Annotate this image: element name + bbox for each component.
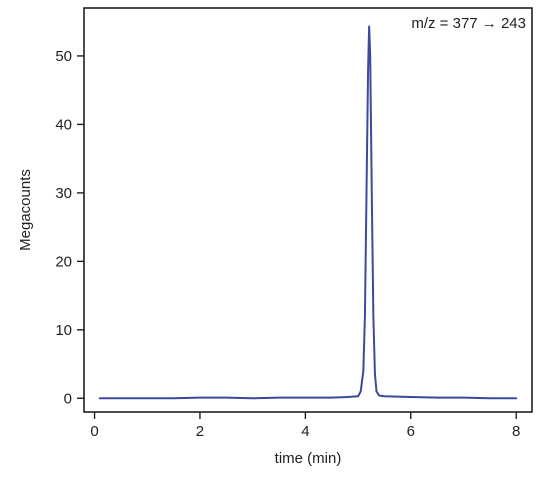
x-axis-title: time (min) (275, 450, 342, 467)
plot-frame (84, 8, 532, 412)
y-axis-title: Megacounts (17, 169, 34, 251)
y-tick-label: 30 (55, 185, 72, 202)
y-tick-label: 50 (55, 48, 72, 65)
x-tick-label: 4 (301, 423, 309, 440)
axes (84, 8, 532, 412)
y-tick-label: 40 (55, 116, 72, 133)
x-tick-label: 2 (196, 423, 204, 440)
x-tick-label: 8 (512, 423, 520, 440)
x-tick-label: 6 (407, 423, 415, 440)
transition-annotation: m/z = 377 → 243 (411, 15, 526, 32)
ticks: 0 2 4 6 8 0 10 20 30 40 50 (55, 48, 520, 440)
x-tick-label: 0 (90, 423, 98, 440)
series-line (100, 26, 516, 398)
series-group (100, 26, 516, 398)
y-tick-label: 0 (64, 390, 72, 407)
y-tick-label: 20 (55, 253, 72, 270)
y-tick-label: 10 (55, 322, 72, 339)
